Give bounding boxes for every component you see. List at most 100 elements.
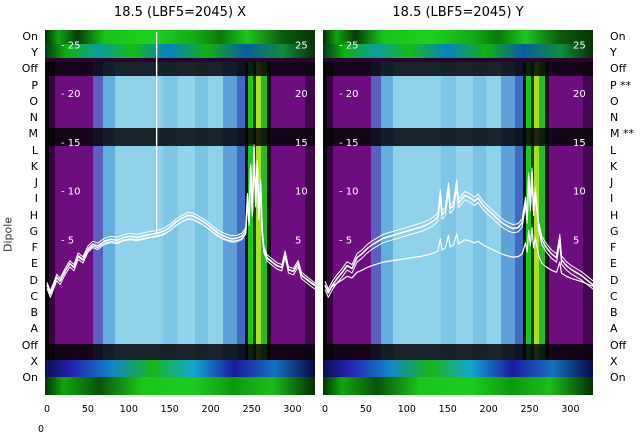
heatmap-band	[163, 62, 178, 76]
row-label: B	[610, 306, 618, 320]
heatmap-band	[545, 76, 549, 128]
heatmap-band	[531, 76, 534, 128]
row-label: E	[610, 257, 617, 271]
row-label: K	[610, 159, 618, 173]
x-tick-label: 250	[520, 404, 539, 415]
x-tick-label: 200	[201, 404, 220, 415]
v-tick-label-left: - 10	[339, 187, 359, 198]
heatmap-band	[271, 128, 305, 146]
heatmap-band	[393, 76, 441, 128]
heatmap-band	[549, 128, 583, 146]
heatmap-band	[393, 146, 441, 344]
heatmap-band	[545, 62, 549, 76]
heatmap-band	[267, 62, 271, 76]
heatmap-layer	[45, 30, 315, 395]
v-tick-label-left: - 25	[61, 40, 81, 51]
v-tick-label-right: 15	[295, 138, 308, 149]
heatmap-band	[501, 344, 515, 360]
heatmap-band	[115, 62, 163, 76]
heatmap-band	[539, 128, 545, 146]
v-tick-label-left: - 5	[61, 235, 74, 246]
heatmap-band	[256, 146, 261, 344]
dark-band	[45, 62, 315, 76]
row-label: N	[610, 111, 619, 125]
heatmap-band	[256, 62, 261, 76]
heatmap-band	[267, 76, 271, 128]
heatmap-band	[473, 62, 486, 76]
heatmap-band	[248, 62, 253, 76]
heatmap-band	[261, 344, 267, 360]
heatmap-band	[256, 76, 261, 128]
beam-trace	[324, 227, 593, 292]
heatmap-band	[253, 146, 256, 344]
heatmap-band	[93, 76, 103, 128]
v-tick-label-left: - 20	[61, 89, 81, 100]
v-tick-label-right: 25	[573, 40, 586, 51]
row-label: Y	[610, 46, 617, 60]
heatmap-band	[456, 344, 473, 360]
heatmap-band	[261, 76, 267, 128]
heatmap-band	[323, 76, 327, 128]
heatmap-band	[305, 76, 315, 128]
heatmap-band	[49, 146, 55, 344]
heatmap-band	[486, 76, 501, 128]
row-label: N	[29, 111, 38, 125]
beam-trace	[324, 175, 593, 298]
row-label: On	[22, 30, 38, 43]
heatmap-band	[327, 146, 333, 344]
heatmap-band	[55, 146, 93, 344]
heatmap-band	[501, 76, 515, 128]
heatmap-band	[208, 62, 223, 76]
heatmap-band	[245, 128, 248, 146]
heatmap-band	[271, 146, 305, 344]
heatmap-band	[237, 128, 245, 146]
heatmap-band	[523, 128, 526, 146]
heatmap-band	[441, 128, 456, 146]
heatmap-band	[534, 344, 539, 360]
heatmap-band	[393, 344, 441, 360]
row-label: E	[31, 257, 38, 271]
heatmap-band	[163, 146, 178, 344]
heatmap-band	[245, 62, 248, 76]
x-tick-label: 0	[321, 404, 329, 415]
heatmap-band	[531, 344, 534, 360]
heatmap-band	[549, 62, 583, 76]
x-ticks-right: 0 50 100 150 200 250 300	[321, 404, 593, 418]
heatmap-band	[523, 76, 526, 128]
row-label: D	[29, 273, 38, 287]
dark-band	[45, 344, 315, 360]
v-tick-label-left: - 5	[339, 235, 352, 246]
heatmap-band	[271, 76, 305, 128]
heatmap-band	[323, 62, 327, 76]
heatmap-band	[515, 76, 523, 128]
extra-zero-tick: 0	[38, 424, 45, 435]
beam-trace	[324, 171, 593, 294]
row-label: O	[29, 94, 38, 108]
row-label: K	[30, 159, 38, 173]
heatmap-band	[456, 62, 473, 76]
heatmap-panel-left: - 25 25 - 20 20 - 15 15 - 10 10 - 5 5	[45, 30, 315, 395]
heatmap-band	[305, 344, 315, 360]
heatmap-band	[223, 146, 237, 344]
heatmap-band	[486, 146, 501, 344]
heatmap-band	[501, 128, 515, 146]
heatmap-band	[245, 146, 248, 344]
x-tick-label: 0	[43, 404, 51, 415]
row-label: On	[22, 371, 38, 385]
heatmap-band	[371, 344, 381, 360]
row-label: Y	[31, 46, 38, 60]
heatmap-band	[473, 76, 486, 128]
x-ticks-left: 0 50 100 150 200 250 300	[43, 404, 315, 418]
dark-band	[323, 344, 593, 360]
heatmap-band	[583, 128, 593, 146]
heatmap-band	[486, 344, 501, 360]
heatmap-band	[456, 128, 473, 146]
row-label: M **	[610, 127, 634, 141]
heatmap-band	[178, 344, 195, 360]
heatmap-band	[93, 128, 103, 146]
row-label: F	[31, 241, 38, 255]
status-strip	[323, 30, 593, 44]
right-panel-title: 18.5 (LBF5=2045) Y	[392, 5, 524, 20]
v-tick-label-right: 5	[573, 235, 579, 246]
